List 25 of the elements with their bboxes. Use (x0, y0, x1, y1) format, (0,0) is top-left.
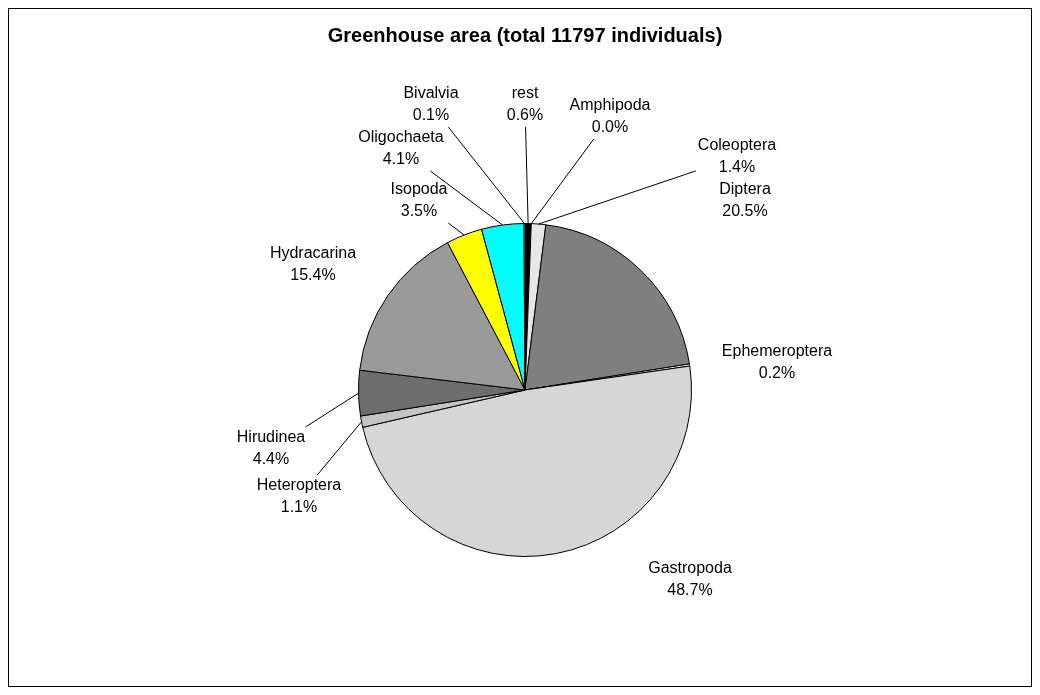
slice-label: rest (511, 84, 539, 102)
slice-label: Hydracarina (269, 244, 357, 262)
data-label: 4.1% (382, 150, 420, 168)
slice-label: Isopoda (390, 180, 448, 198)
data-label: 0.1% (412, 106, 450, 124)
slice-label: Diptera (719, 180, 771, 198)
slice-label: Hirudinea (236, 428, 306, 446)
chart-title: Greenhouse area (total 11797 individuals) (327, 23, 723, 46)
slice-label: Gastropoda (648, 559, 732, 577)
data-label: 4.4% (252, 450, 290, 468)
data-label: 15.4% (290, 266, 336, 284)
slice-label: Ephemeroptera (721, 342, 833, 360)
data-label: 0.6% (506, 106, 544, 124)
data-label: 3.5% (400, 202, 438, 220)
text: 0.0% (591, 118, 629, 136)
slice-label: Bivalvia (403, 84, 459, 102)
slice-label: Heteroptera (256, 476, 342, 494)
data-label: 1.4% (718, 158, 756, 176)
data-label: 48.7% (667, 581, 713, 599)
data-label: 0.2% (758, 364, 796, 382)
slice-label: Oligochaeta (358, 128, 444, 146)
data-label: 1.1% (280, 498, 318, 516)
data-label: 20.5% (722, 202, 768, 220)
category-label: Amphipoda (569, 96, 651, 114)
slice-label: Coleoptera (697, 136, 777, 154)
